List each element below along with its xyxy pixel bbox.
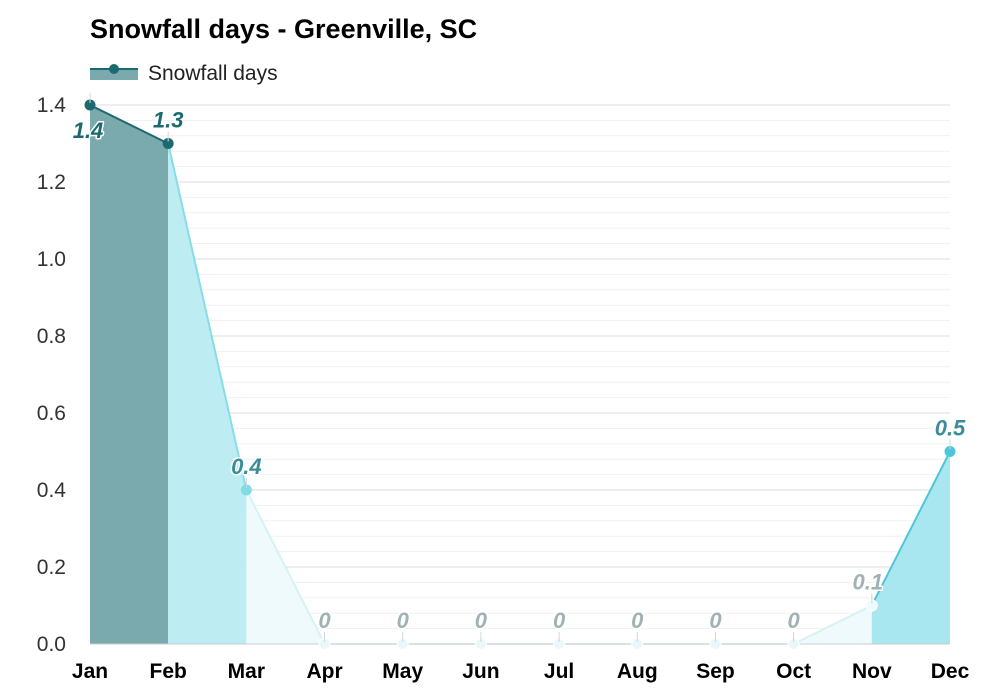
data-label-jan: 1.4 [73,118,104,143]
legend-label: Snowfall days [148,62,278,85]
area-segment [90,105,169,644]
data-label-dec: 0.5 [935,416,966,441]
series-line-segment [245,489,326,645]
x-tick-label-jan: Jan [72,660,108,683]
data-label-oct: 0 [788,608,801,633]
data-label-apr: 0 [318,608,331,633]
x-tick-label-aug: Aug [617,660,658,683]
data-label-feb: 1.3 [153,108,184,133]
x-tick-label-jul: Jul [544,660,574,683]
data-label-jul: 0 [553,608,566,633]
x-tick-label-apr: Apr [306,660,342,683]
series-line-segment [870,451,951,606]
chart-title: Snowfall days - Greenville, SC [90,14,478,44]
data-label-sep: 0 [709,608,722,633]
y-tick-label: 0.8 [37,325,66,348]
data-point-jan [84,99,96,111]
x-tick-label-may: May [382,660,423,683]
data-labels: 1.4 1.3 0.4 0 0 0 0 0 0 0 0.1 0.5 [71,93,968,642]
y-tick-label: 0.2 [37,556,66,579]
series-line-segment [793,604,873,645]
data-label-aug: 0 [631,608,644,633]
data-point-mar [240,484,252,496]
series-line-segment [167,143,248,491]
data-label-mar: 0.4 [231,454,262,479]
x-tick-label-mar: Mar [228,660,265,683]
data-point-feb [162,138,174,149]
x-tick-label-jun: Jun [462,660,499,683]
x-axis-labels: Jan Feb Mar Apr May Jun Jul Aug Sep Oct Nov Dec [72,660,970,683]
x-tick-label-feb: Feb [150,660,187,683]
y-tick-label: 1.0 [37,248,66,271]
x-tick-label-dec: Dec [931,660,970,683]
area-segment [871,451,950,644]
y-tick-label: 1.2 [37,171,66,194]
data-label-jun: 0 [475,608,488,633]
x-tick-label-nov: Nov [852,660,892,683]
y-axis-labels: 0.0 0.2 0.4 0.6 0.8 1.0 1.2 1.4 [37,94,67,656]
y-tick-label: 1.4 [37,94,67,117]
area-segments [89,104,951,645]
y-tick-label: 0.4 [37,479,67,502]
area-segment [168,143,247,644]
data-label-may: 0 [397,608,410,633]
data-points [84,99,956,650]
y-tick-label: 0.6 [37,402,66,425]
legend[interactable]: Snowfall days [90,60,278,88]
x-tick-label-oct: Oct [776,660,811,683]
series-line-segment [89,104,169,145]
data-label-nov: 0.1 [853,570,884,595]
legend-swatch-icon [90,64,138,80]
y-tick-label: 0.0 [37,633,66,656]
data-point-dec [944,446,956,457]
x-tick-label-sep: Sep [696,660,735,683]
